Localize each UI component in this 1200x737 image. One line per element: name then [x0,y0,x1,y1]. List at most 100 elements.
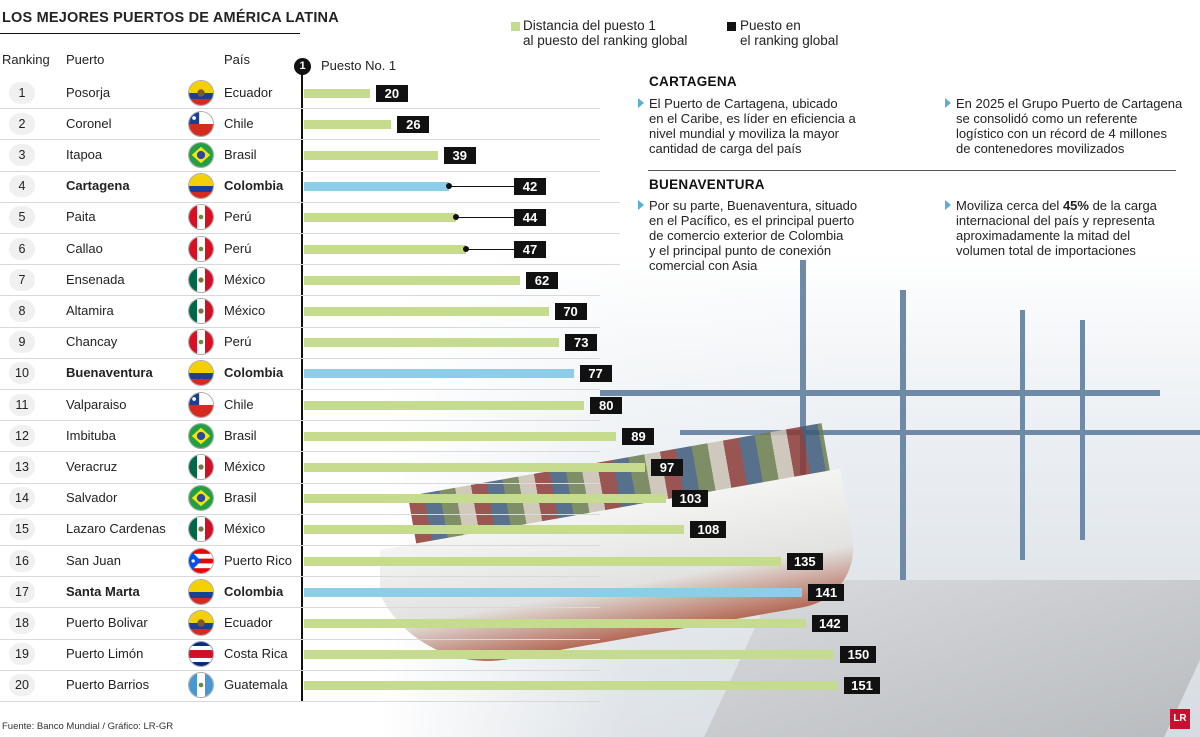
note-line: en el Caribe, es líder en eficiencia a [649,111,856,126]
peru-flag-icon [188,235,214,262]
country-name: Colombia [224,365,284,381]
row-divider [0,233,620,234]
port-name: Paita [66,209,96,225]
buenaventura-note-2: Moviliza cerca del 45% de la carga inter… [956,198,1157,258]
row-divider [0,357,600,359]
chile-flag-icon [188,110,214,137]
bullet-icon [638,200,644,210]
leader-line [466,248,514,250]
costa-rica-flag-icon [188,641,214,668]
note-line: comercial con Asia [649,258,758,273]
rank-badge: 9 [9,331,35,354]
guatemala-flag-icon [188,672,214,699]
rank-value-box: 73 [565,334,598,352]
row-divider [0,513,600,515]
port-name: Santa Marta [66,583,140,599]
note-line: logístico con un récord de 4 millones [956,126,1168,141]
country-column-header: País [224,52,251,67]
ranking-column-header: Ranking [2,52,50,67]
note-line: cantidad de carga del país [649,141,802,156]
rank-badge: 15 [9,518,35,541]
country-name: Chile [224,396,254,412]
note-line: nivel mundial y moviliza la mayor [649,126,840,141]
leader-dot [452,214,459,221]
rank-value-box: 42 [514,178,546,196]
distance-bar [304,587,803,597]
row-divider [0,545,600,546]
rank-badge: 12 [9,424,35,447]
port-name: Salvador [66,490,118,506]
cartagena-note-1: El Puerto de Cartagena, ubicado en el Car… [649,96,856,156]
legend-distance-swatch [511,22,520,31]
country-name: Ecuador [224,84,273,100]
port-name: Valparaiso [66,396,127,412]
country-name: México [224,521,266,537]
rank-value-box: 150 [840,646,877,664]
rank-value-box: 80 [590,396,623,414]
note-line: de comercio exterior de Colombia [649,228,844,243]
leader-dot [463,245,470,252]
first-place-badge: 1 [294,58,311,75]
row-divider [0,482,600,484]
port-column-header: Puerto [66,52,105,67]
row-divider [0,295,600,297]
note-line: y el principal punto de conexión [649,243,832,258]
buenaventura-heading: BUENAVENTURA [649,177,765,192]
country-name: Puerto Rico [224,552,292,568]
leader-line [455,217,514,219]
brazil-flag-icon [188,485,214,512]
distance-bar [304,213,456,223]
row-divider [0,108,600,110]
port-name: Itapoa [66,147,103,162]
rank-value-box: 142 [811,615,848,632]
rank-badge: 8 [9,300,35,322]
source-note: Fuente: Banco Mundial / Gráfico: LR-GR [2,721,174,732]
distance-bar [304,338,560,348]
country-name: Perú [224,334,252,350]
row-divider [0,701,600,702]
rank-badge: 1 [9,81,35,104]
country-name: Chile [224,115,254,131]
row-divider [0,576,600,578]
country-name: Colombia [224,178,284,194]
distance-bar [304,556,781,566]
distance-bar [304,681,838,691]
leader-dot [445,183,452,190]
rank-value-box: 26 [397,115,430,133]
distance-bar [304,88,370,98]
title-divider [0,33,300,34]
distance-bar [304,369,574,379]
mexico-flag-icon [188,516,214,543]
rank-badge: 17 [9,580,35,603]
row-divider [0,201,620,203]
legend-rank-swatch [727,22,736,31]
ecuador-flag-icon [188,610,214,636]
rank-badge: 13 [9,456,35,478]
rank-badge: 5 [9,206,35,229]
row-divider [0,139,600,141]
cartagena-note-2: En 2025 el Grupo Puerto de Cartagena se c… [956,96,1182,156]
country-name: Brasil [224,427,257,443]
rank-badge: 3 [9,144,35,166]
row-divider [0,326,600,328]
distance-bar [304,244,467,254]
mexico-flag-icon [188,454,214,480]
rank-value-box: 39 [443,147,476,164]
chart-axis [301,74,303,702]
country-name: Costa Rica [224,646,288,662]
rank-value-box: 47 [514,240,546,258]
port-name: Posorja [66,84,111,100]
rank-value-box: 70 [554,303,587,320]
rank-value-box: 44 [514,209,546,227]
note-line: aproximadamente la mitad del [956,228,1131,243]
distance-bar [304,525,685,535]
chart-title: LOS MEJORES PUERTOS DE AMÉRICA LATINA [2,10,339,26]
note-line: de contenedores movilizados [956,141,1125,156]
leader-line [448,186,514,188]
row-divider [0,170,600,172]
port-name: Imbituba [66,427,116,443]
note-line: internacional del país y representa [956,213,1155,228]
country-name: Brasil [224,147,257,162]
rank-value-box: 89 [622,427,655,445]
